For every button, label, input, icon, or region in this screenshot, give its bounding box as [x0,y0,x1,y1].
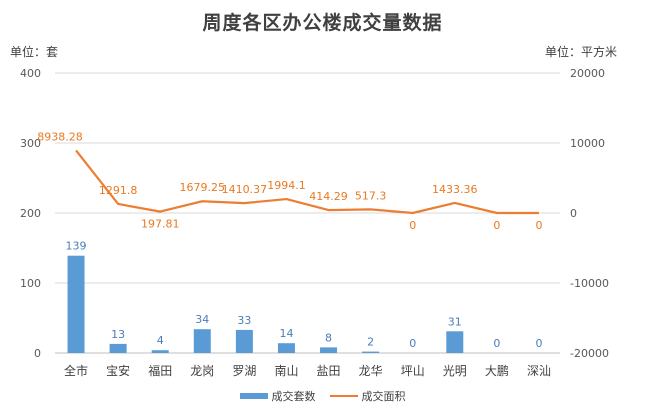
bar-series: 139 13 4 34 33 14 8 2 0 31 0 0 [66,240,542,353]
bar-data-label: 0 [535,337,542,350]
right-tick-label: 20000 [570,67,605,80]
bar-data-label: 8 [325,331,332,344]
category-axis: 全市 宝安 福田 龙岗 罗湖 南山 盐田 龙华 坪山 光明 大鹏 深汕 [64,363,551,378]
right-tick-label: 0 [570,207,577,220]
category-label: 福田 [148,363,172,378]
line-data-label: 1679.25 [180,181,226,194]
line-data-label: 1291.8 [99,184,138,197]
line-data-label: 517.3 [355,189,387,202]
bar [446,331,464,353]
line-data-label: 414.29 [309,190,348,203]
bar [320,347,338,353]
bar-data-label: 31 [448,315,462,328]
right-axis-ticks: -20000 -10000 0 10000 20000 [570,67,609,360]
category-label: 盐田 [317,364,341,378]
legend: 成交套数 成交面积 [0,388,645,404]
right-tick-label: -20000 [570,347,609,360]
bar-data-label: 33 [237,314,251,327]
legend-label-line: 成交面积 [361,390,406,403]
legend-label-bar: 成交套数 [271,390,316,403]
gridlines [55,72,560,354]
category-label: 南山 [274,363,298,378]
category-label: 坪山 [401,364,425,378]
right-tick-label: -10000 [570,277,609,290]
legend-item-line[interactable]: 成交面积 [329,388,406,404]
line-data-label: 0 [409,219,416,232]
chart-title: 周度各区办公楼成交量数据 [202,12,443,34]
category-label: 宝安 [106,363,130,378]
left-tick-label: 400 [20,67,41,80]
line-data-label: 8938.28 [37,130,83,143]
bar [235,329,253,353]
bar-data-label: 13 [111,328,125,341]
left-axis-ticks: 0 100 200 300 400 [20,67,41,360]
series-line [75,149,539,215]
line-data-label: 0 [535,219,542,232]
category-label: 大鹏 [485,364,509,378]
line-data-label: 1994.1 [267,179,306,192]
bar-data-label: 4 [157,334,164,347]
bar-data-label: 14 [279,327,293,340]
bar [67,255,85,353]
right-axis-unit: 单位：平方米 [544,45,617,59]
legend-swatch-line [329,395,358,397]
bar-data-label: 139 [66,240,87,253]
right-tick-label: 10000 [570,137,605,150]
category-label: 光明 [443,364,467,378]
left-tick-label: 300 [20,137,41,150]
line-data-label: 0 [493,219,500,232]
bar [362,351,380,353]
category-label: 龙华 [359,364,383,378]
line-data-label: 1410.37 [222,183,268,196]
category-label: 龙岗 [190,364,214,378]
left-tick-label: 200 [20,207,41,220]
line-data-label: 1433.36 [432,183,478,196]
bar-data-label: 2 [367,336,374,349]
left-tick-label: 100 [20,277,41,290]
bar-data-label: 0 [409,337,416,350]
category-label: 全市 [64,363,88,378]
bar-data-label: 34 [195,313,209,326]
legend-item-bar[interactable]: 成交套数 [239,388,316,404]
line-data-label: 197.81 [141,218,180,231]
legend-swatch-bar [239,393,268,399]
bar [277,343,295,353]
category-label: 罗湖 [232,363,256,378]
category-label: 深汕 [527,364,551,378]
bar [193,329,211,353]
left-axis-unit: 单位：套 [10,45,59,59]
bar [151,350,169,353]
bar [109,343,127,353]
bar-data-label: 0 [493,337,500,350]
left-tick-label: 0 [34,347,41,360]
